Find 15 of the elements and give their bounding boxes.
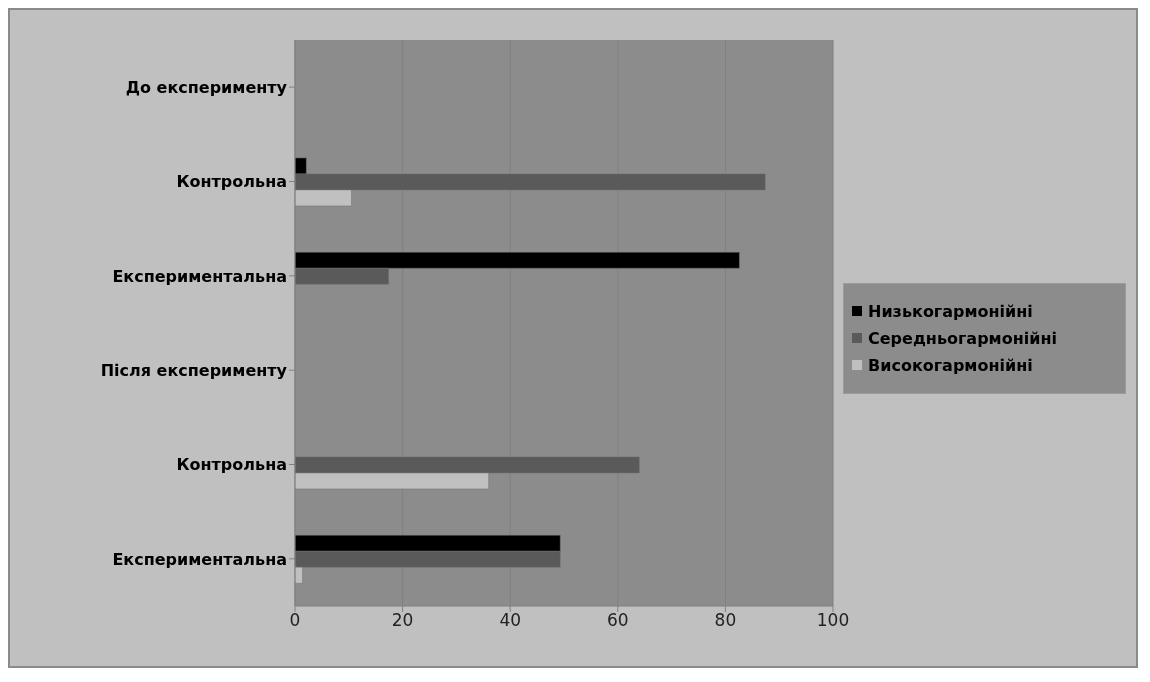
legend-label: Низькогармонійні — [868, 301, 1033, 321]
legend-label: Високогармонійні — [868, 355, 1033, 375]
y-tick-label: До експерименту — [125, 77, 288, 97]
x-tick-label: 60 — [606, 610, 629, 631]
x-tick-label: 0 — [289, 610, 301, 631]
x-tick-label: 20 — [391, 610, 414, 631]
y-tick-label: Експериментальна — [112, 266, 287, 286]
y-tick-label: Контрольна — [176, 455, 287, 475]
y-tick-label: Експериментальна — [112, 549, 287, 569]
x-tick-label: 100 — [816, 610, 850, 631]
y-tick-label: Контрольна — [176, 172, 287, 192]
legend-label: Середньогармонійні — [868, 328, 1057, 348]
x-tick-label: 80 — [714, 610, 737, 631]
y-tick-label: Після експерименту — [100, 360, 288, 380]
x-tick-label: 40 — [499, 610, 522, 631]
